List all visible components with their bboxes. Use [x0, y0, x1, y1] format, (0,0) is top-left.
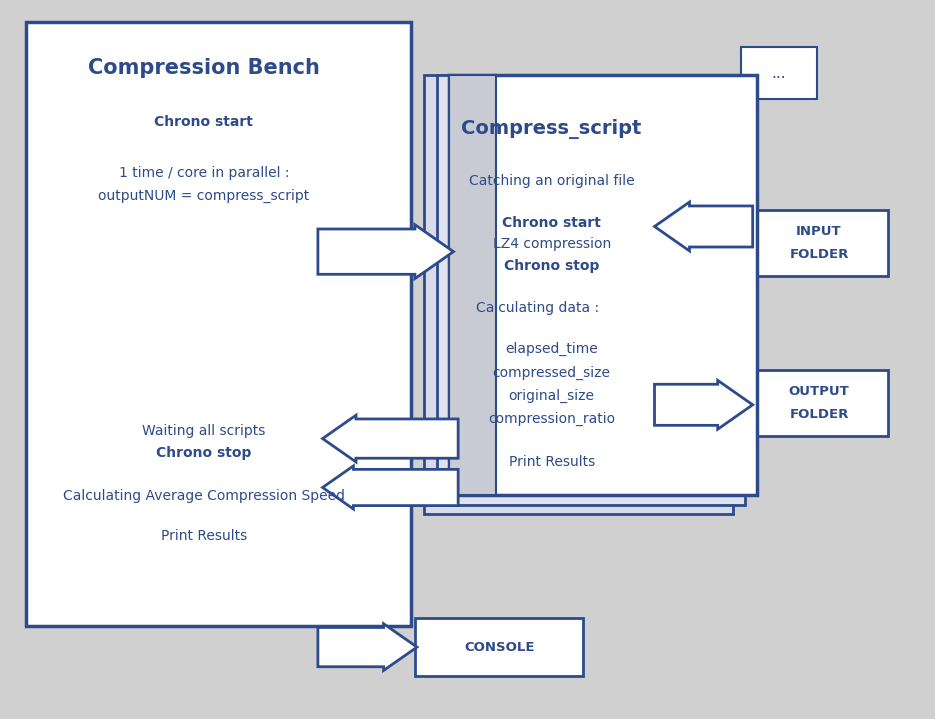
Polygon shape [323, 416, 458, 462]
Text: Print Results: Print Results [161, 528, 247, 543]
Bar [449, 75, 757, 495]
Polygon shape [318, 624, 417, 670]
Text: Chrono start: Chrono start [154, 115, 253, 129]
Polygon shape [654, 380, 753, 429]
Bar [415, 618, 583, 676]
Text: Chrono stop: Chrono stop [504, 259, 599, 273]
Text: FOLDER: FOLDER [789, 248, 849, 261]
Bar [26, 22, 411, 626]
Bar [449, 75, 496, 495]
Polygon shape [323, 466, 458, 509]
Text: Waiting all scripts: Waiting all scripts [142, 424, 266, 439]
Text: Calculating data :: Calculating data : [476, 301, 599, 315]
Polygon shape [654, 202, 753, 251]
Text: INPUT: INPUT [797, 225, 842, 238]
Text: Catching an original file: Catching an original file [468, 174, 635, 188]
Text: compressed_size: compressed_size [493, 365, 611, 380]
Bar [437, 75, 745, 505]
Text: Compression Bench: Compression Bench [88, 58, 320, 78]
Bar [750, 370, 888, 436]
Text: OUTPUT: OUTPUT [789, 385, 849, 398]
Polygon shape [318, 224, 453, 278]
Text: LZ4 compression: LZ4 compression [493, 237, 611, 252]
Text: Compress_script: Compress_script [496, 86, 650, 104]
Text: outputNUM = compress_script: outputNUM = compress_script [98, 188, 309, 203]
Text: CONSOLE: CONSOLE [464, 641, 535, 654]
Text: Chrono start: Chrono start [502, 216, 601, 230]
Text: Print Results: Print Results [509, 454, 595, 469]
Text: Compress_script: Compress_script [508, 99, 674, 117]
Bar [750, 210, 888, 276]
Text: Chrono stop: Chrono stop [156, 446, 252, 460]
Text: compression_ratio: compression_ratio [488, 411, 615, 426]
Text: Compress_script: Compress_script [462, 119, 641, 139]
Text: elapsed_time: elapsed_time [505, 342, 598, 356]
Text: FOLDER: FOLDER [789, 408, 849, 421]
Text: Calculating Average Compression Speed: Calculating Average Compression Speed [63, 489, 345, 503]
Bar [741, 47, 817, 99]
Text: 1 time / core in parallel :: 1 time / core in parallel : [119, 165, 289, 180]
Text: original_size: original_size [509, 388, 595, 403]
Text: ...: ... [771, 66, 786, 81]
Bar [424, 75, 733, 514]
